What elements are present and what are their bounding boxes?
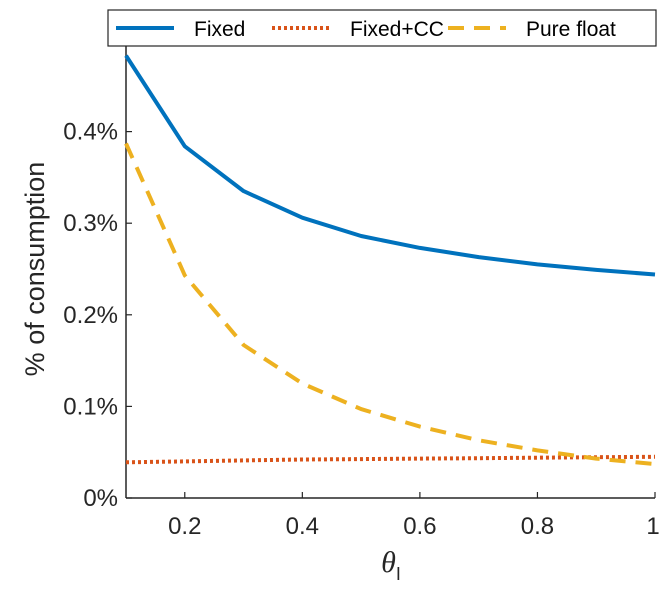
series-line-fixed-cc bbox=[125, 454, 656, 465]
x-tick-label: 0.6 bbox=[403, 513, 436, 540]
y-axis-title: % of consumption bbox=[20, 162, 50, 377]
x-axis-title-subscript: I bbox=[396, 564, 401, 584]
legend-label-pure-float: Pure float bbox=[526, 18, 616, 41]
x-ticks: 0.2 0.4 0.6 0.8 1 bbox=[168, 492, 660, 540]
series-line-pure-float bbox=[124, 142, 656, 467]
x-tick-label: 0.4 bbox=[286, 513, 319, 540]
series-line-fixed bbox=[124, 54, 656, 277]
plot-area bbox=[125, 40, 655, 499]
y-tick-label: 0.2% bbox=[63, 302, 118, 329]
x-tick-label: 1 bbox=[646, 513, 659, 540]
y-tick-label: 0% bbox=[83, 485, 118, 512]
legend-label-fixed: Fixed bbox=[194, 18, 245, 41]
legend-box bbox=[107, 9, 657, 47]
x-axis-title: θI bbox=[381, 546, 401, 584]
y-tick-label: 0.1% bbox=[63, 393, 118, 420]
x-tick-label: 0.2 bbox=[168, 513, 201, 540]
y-ticks: 0% 0.1% 0.2% 0.3% 0.4% bbox=[63, 119, 132, 512]
legend-label-fixed-cc: Fixed+CC bbox=[350, 18, 444, 41]
legend: Fixed Fixed+CC Pure float bbox=[107, 9, 657, 47]
y-tick-label: 0.4% bbox=[63, 119, 118, 146]
x-tick-label: 0.8 bbox=[521, 513, 554, 540]
x-axis-title-symbol: θ bbox=[381, 546, 396, 579]
series-layer bbox=[124, 54, 656, 467]
y-tick-label: 0.3% bbox=[63, 210, 118, 237]
